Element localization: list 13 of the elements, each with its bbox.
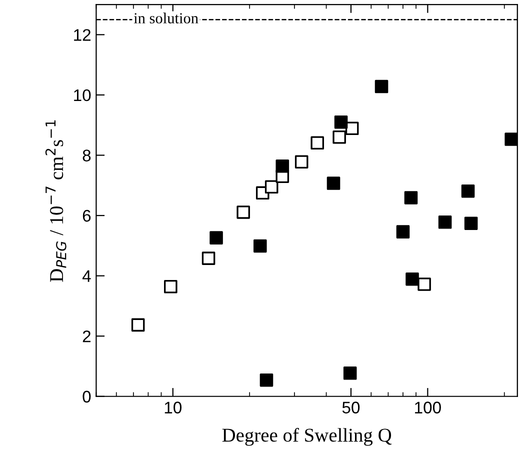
y-tick-label: 8 (82, 150, 91, 162)
y-tick-label: 0 (82, 390, 91, 403)
x-tick-label: 10 (164, 402, 182, 414)
ref-line-label: in solution (134, 12, 198, 24)
y-tick-label: 10 (74, 89, 91, 102)
y-tick-label: 4 (82, 270, 91, 282)
y-tick-label: 12 (74, 29, 91, 41)
x-tick-label: 100 (415, 402, 441, 414)
y-tick-label: 2 (82, 330, 91, 342)
x-axis-title: Degree of Swelling Q (222, 428, 392, 446)
y-axis-title: D$_{PEG}$ / 10$^{−7}$ cm$^{2}$s$^{−1}$ (45, 120, 66, 282)
x-tick-label: 50 (342, 402, 360, 414)
y-tick-label: 6 (82, 210, 91, 222)
